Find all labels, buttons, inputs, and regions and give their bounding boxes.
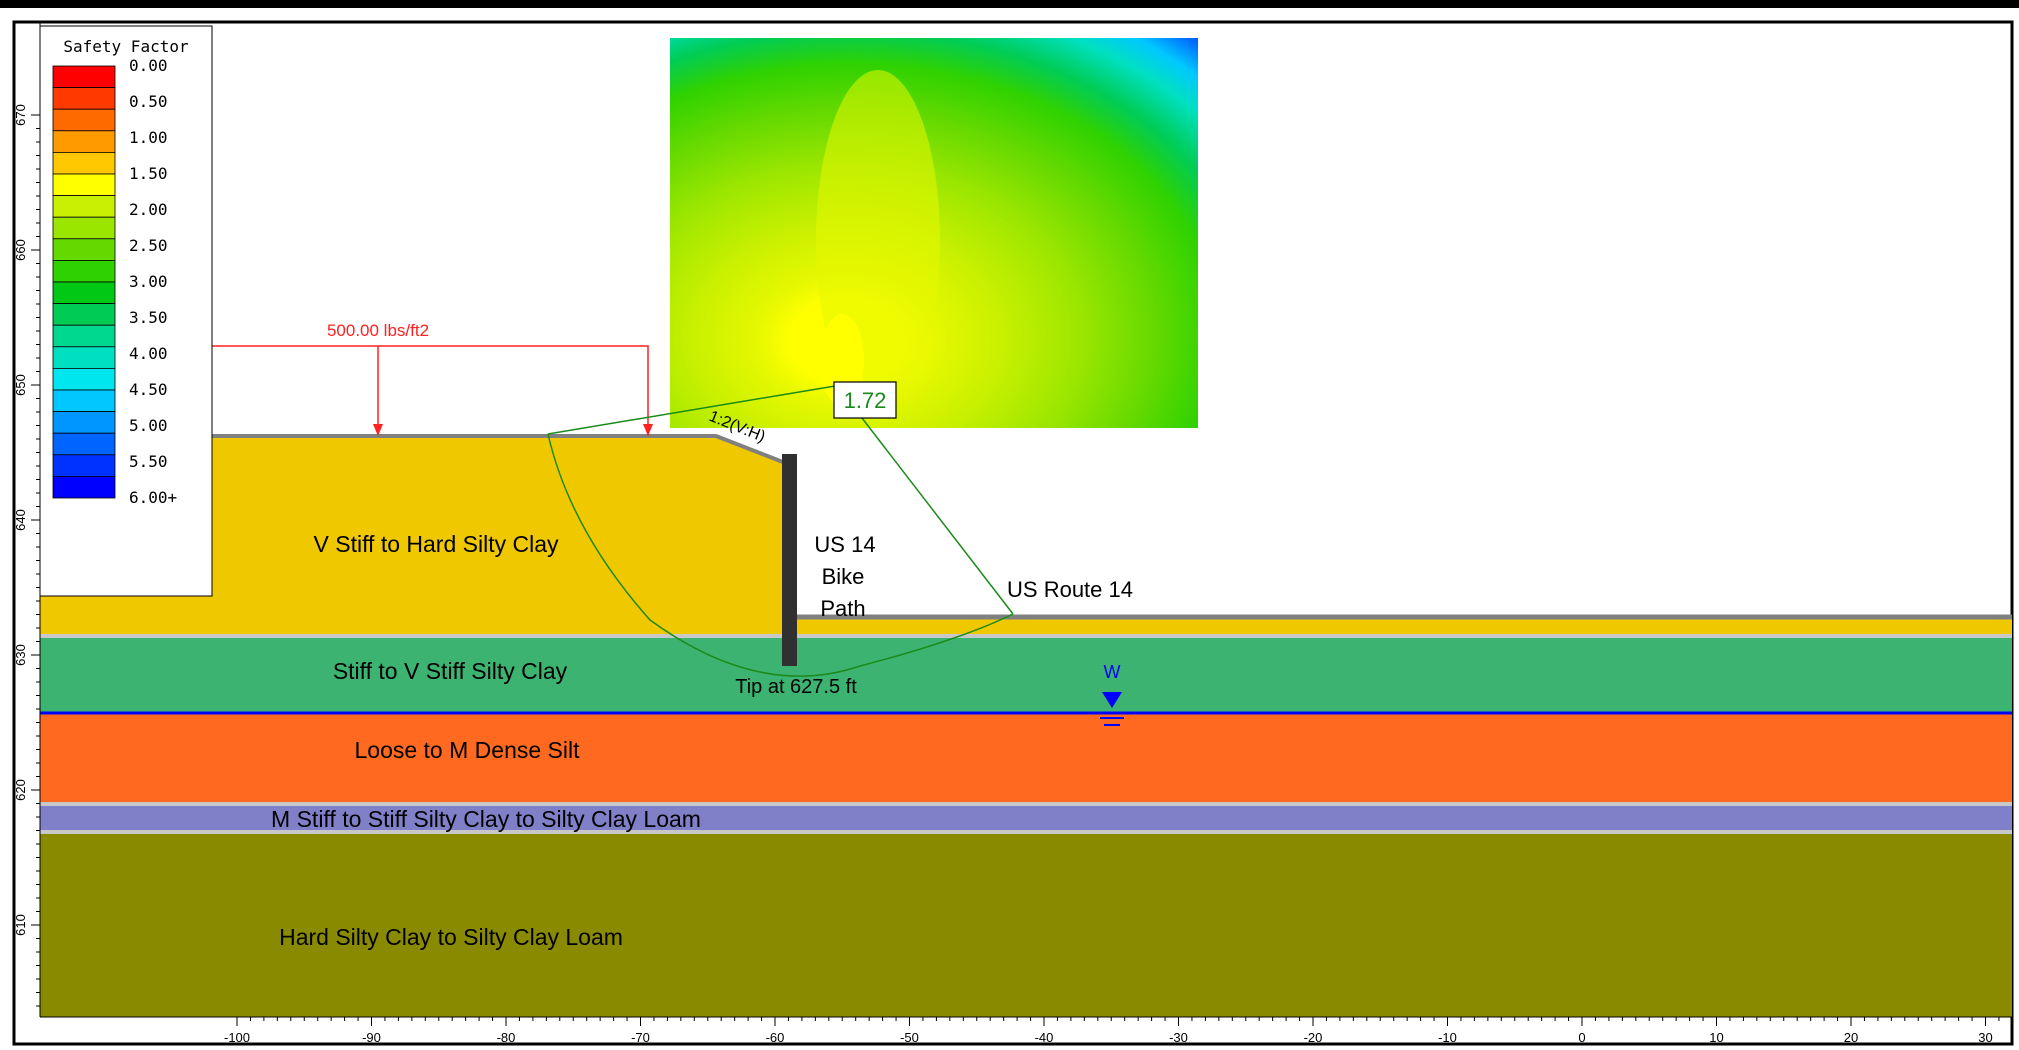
x-tick-label: -80 xyxy=(497,1030,516,1045)
legend-label: 3.00 xyxy=(129,272,168,291)
legend-label: 2.50 xyxy=(129,236,168,255)
ground-surface-line xyxy=(40,434,789,466)
y-tick-label: 660 xyxy=(13,239,28,261)
layer-label-0: V Stiff to Hard Silty Clay xyxy=(314,531,559,557)
legend-color-band xyxy=(52,454,116,477)
load-arrowhead-1 xyxy=(373,424,383,436)
slip-circle-arc xyxy=(547,433,1014,677)
x-axis: -100-90-80-70-60-50-40-30-20-10010203040 xyxy=(40,1016,2012,1045)
x-tick-label: -90 xyxy=(362,1030,381,1045)
legend-color-band xyxy=(52,216,116,240)
x-tick-label: -70 xyxy=(631,1030,650,1045)
safety-factor-legend: Safety Factor 0.00 0.50 1.00 1.50 2.00 2.50 3.… xyxy=(39,25,213,597)
x-tick-label: -100 xyxy=(224,1030,250,1045)
x-tick-label: -20 xyxy=(1304,1030,1323,1045)
layer-stiff-silty-clay xyxy=(40,638,2012,714)
load-outline xyxy=(212,345,649,436)
layer-label-2: Loose to M Dense Silt xyxy=(354,737,580,763)
legend-label: 0.00 xyxy=(129,56,168,75)
x-tick-label: 20 xyxy=(1844,1030,1858,1045)
layer-boundary-1 xyxy=(40,802,2012,806)
water-triangle-icon xyxy=(1102,692,1122,708)
legend-label: 6.00+ xyxy=(129,488,177,507)
y-tick-label: 640 xyxy=(13,509,28,531)
legend-label: 4.50 xyxy=(129,380,168,399)
legend-color-band xyxy=(52,432,116,456)
legend-color-band xyxy=(52,195,116,218)
top-border-bar xyxy=(0,0,2019,8)
y-tick-label: 670 xyxy=(13,104,28,126)
x-tick-label: -60 xyxy=(766,1030,785,1045)
legend-color-band xyxy=(52,411,116,434)
legend-label: 0.50 xyxy=(129,92,168,111)
layer-v-stiff-silty-clay xyxy=(40,436,2012,634)
legend-color-band xyxy=(52,259,116,283)
x-tick-label: 10 xyxy=(1709,1030,1723,1045)
legend-label: 5.00 xyxy=(129,416,168,435)
legend-label: 3.50 xyxy=(129,308,168,327)
wall-label-line2: Bike xyxy=(822,564,865,589)
road-label: US Route 14 xyxy=(1007,577,1133,602)
layer-boundary-2 xyxy=(40,830,2012,834)
layer-hard-silty-clay-loam xyxy=(40,833,2012,1017)
wall-tip-label: Tip at 627.5 ft xyxy=(735,676,857,698)
y-tick-label: 650 xyxy=(13,374,28,396)
layer-label-4: Hard Silty Clay to Silty Clay Loam xyxy=(279,924,623,950)
legend-color-band xyxy=(52,346,116,369)
min-fs-label-box xyxy=(833,381,897,419)
load-arrowhead-2 xyxy=(643,424,653,436)
x-tick-label: 0 xyxy=(1578,1030,1585,1045)
layer-label-1: Stiff to V Stiff Silty Clay xyxy=(333,658,568,684)
slip-radius-left xyxy=(547,385,836,435)
legend-color-band xyxy=(52,108,116,132)
x-tick-label: -40 xyxy=(1035,1030,1054,1045)
y-tick-label: 610 xyxy=(13,914,28,936)
x-tick-label: -50 xyxy=(900,1030,919,1045)
distributed-load: 500.00 lbs/ft2 xyxy=(212,321,653,436)
legend-color-band xyxy=(52,130,116,153)
legend-color-band xyxy=(52,87,116,110)
legend-color-band xyxy=(52,389,116,413)
layer-loose-silt xyxy=(40,714,2012,802)
legend-label: 4.00 xyxy=(129,344,168,363)
sheet-pile-wall xyxy=(782,454,797,666)
layer-labels: V Stiff to Hard Silty Clay Stiff to V St… xyxy=(271,531,701,950)
legend-color-band xyxy=(52,281,116,305)
layer-m-stiff-silty-clay xyxy=(40,806,2012,830)
soil-layers xyxy=(40,434,2012,1017)
slip-radius-right xyxy=(861,417,1014,615)
legend-color-band xyxy=(52,65,116,89)
min-fs-label: 1.72 xyxy=(844,388,887,413)
water-table-marker: W xyxy=(1100,662,1124,726)
x-tick-label: -30 xyxy=(1169,1030,1188,1045)
legend-color-band xyxy=(52,324,116,348)
wall-label-line1: US 14 xyxy=(814,532,875,557)
legend-label: 1.50 xyxy=(129,164,168,183)
legend-color-band xyxy=(52,238,116,261)
x-tick-label: 30 xyxy=(1978,1030,1992,1045)
load-label: 500.00 lbs/ft2 xyxy=(327,321,429,340)
legend-color-band xyxy=(52,151,116,175)
y-tick-label: 630 xyxy=(13,644,28,666)
water-label: W xyxy=(1104,662,1121,682)
legend-color-band xyxy=(52,173,116,197)
critical-slip-surface: 1.72 xyxy=(547,381,1014,677)
layer-label-3: M Stiff to Stiff Silty Clay to Silty Cla… xyxy=(271,806,701,832)
legend-title: Safety Factor xyxy=(63,37,189,56)
legend-label: 5.50 xyxy=(129,452,168,471)
wall-label-line3: Path xyxy=(820,596,865,621)
legend-color-band xyxy=(52,303,116,326)
x-tick-label: -10 xyxy=(1438,1030,1457,1045)
legend-color-band xyxy=(52,475,116,499)
layer-boundary-3 xyxy=(40,634,2012,638)
y-tick-label: 620 xyxy=(13,779,28,801)
legend-label: 1.00 xyxy=(129,128,168,147)
legend-label: 2.00 xyxy=(129,200,168,219)
legend-color-band xyxy=(52,367,116,391)
